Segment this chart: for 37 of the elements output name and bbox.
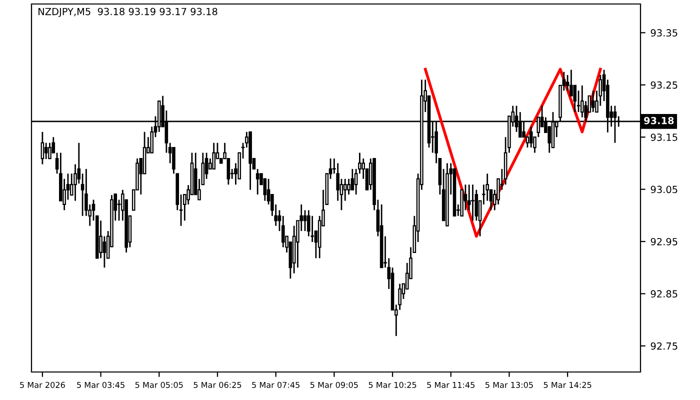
candlestick [40, 131, 44, 165]
candlestick [343, 178, 347, 202]
candlestick [350, 168, 354, 191]
y-tick-label: 93.05 [650, 186, 678, 194]
candlestick [44, 142, 48, 160]
x-tick-label: 5 Mar 14:25 [544, 382, 592, 388]
y-tick-label: 93.25 [650, 81, 678, 89]
x-tick-label: 5 Mar 09:05 [310, 382, 358, 388]
candlestick [580, 84, 584, 118]
candlestick [303, 209, 307, 232]
x-tick-label: 5 Mar 13:05 [486, 382, 533, 388]
y-tick-label: 92.95 [650, 238, 678, 246]
y-tick-label: 93.35 [650, 29, 678, 37]
candlestick [573, 84, 577, 113]
candlestick [591, 90, 595, 113]
candlestick [102, 236, 106, 268]
x-tick-label: 5 Mar 05:05 [135, 382, 183, 388]
x-tick-label: 5 Mar 07:45 [252, 382, 300, 388]
x-tick-label: 5 Mar 2026 [20, 382, 65, 388]
ref-line-label: 93.18 [644, 116, 674, 124]
x-tick-label: 5 Mar 11:45 [427, 382, 474, 388]
candlestick [212, 142, 216, 170]
candlestick [48, 142, 52, 160]
candlestick [347, 178, 350, 196]
y-tick-label: 92.85 [650, 290, 678, 298]
candlestick [529, 126, 533, 148]
candlestick [486, 172, 489, 202]
x-tick-label: 5 Mar 06:25 [194, 382, 242, 388]
y-tick-label: 92.75 [650, 342, 678, 350]
chart-title: NZDJPY,M5 93.18 93.19 93.17 93.18 [38, 8, 218, 18]
x-tick-label: 5 Mar 10:25 [368, 382, 416, 388]
y-tick-label: 93.15 [650, 134, 678, 141]
candlestick [548, 126, 551, 154]
candlestick [201, 152, 205, 186]
x-tick-label: 5 Mar 03:45 [77, 382, 124, 388]
candlestick [471, 184, 474, 222]
candlestick [80, 172, 84, 217]
